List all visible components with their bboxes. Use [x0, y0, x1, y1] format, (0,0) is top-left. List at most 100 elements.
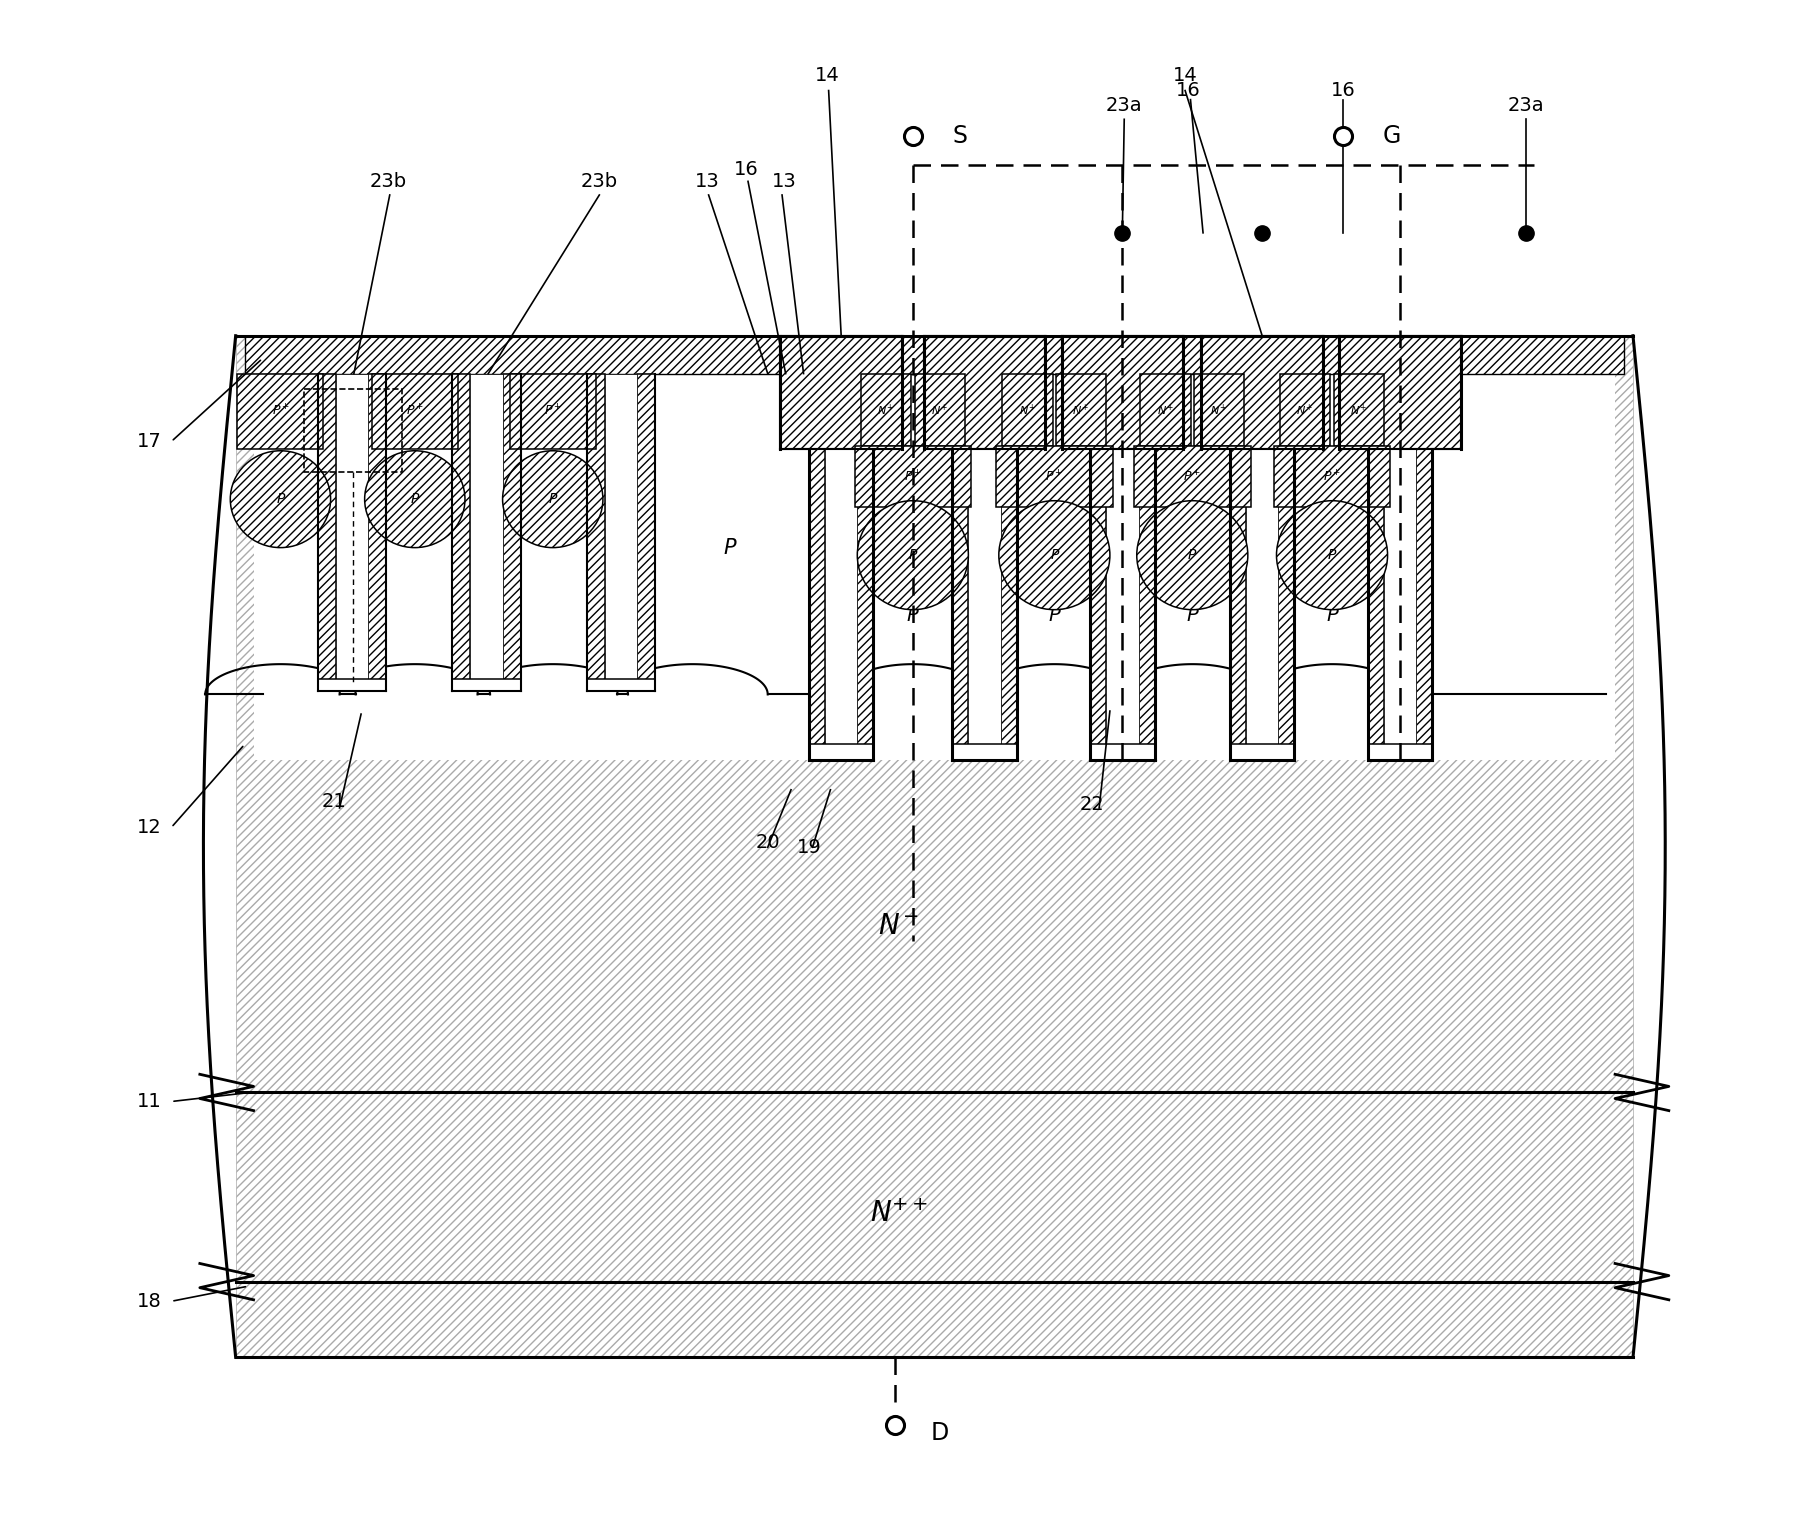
Text: 11: 11 [137, 1092, 162, 1110]
Text: P$^+$: P$^+$ [271, 404, 289, 419]
Text: P: P [548, 492, 557, 506]
Bar [952, 450, 969, 760]
Bar [1091, 450, 1107, 760]
Text: P$^+$: P$^+$ [1046, 469, 1064, 485]
Ellipse shape [1276, 501, 1387, 609]
Bar [825, 450, 857, 760]
Bar [1134, 447, 1251, 507]
Text: 18: 18 [137, 1291, 162, 1311]
Bar [1107, 450, 1139, 760]
Text: P: P [1328, 548, 1337, 562]
Text: 14: 14 [1173, 65, 1197, 85]
Text: N$^+$: N$^+$ [1296, 403, 1314, 418]
Bar [235, 1092, 1633, 1282]
Text: 21: 21 [322, 793, 347, 811]
Ellipse shape [230, 451, 331, 548]
Bar [1274, 447, 1391, 507]
Ellipse shape [999, 501, 1111, 609]
Bar [1003, 374, 1053, 447]
Text: 23a: 23a [1105, 96, 1143, 115]
Text: P$^+$: P$^+$ [1184, 469, 1200, 485]
Text: S: S [952, 125, 967, 147]
Bar [1416, 450, 1432, 760]
Text: 19: 19 [796, 838, 821, 857]
Text: P: P [412, 492, 419, 506]
Bar [1062, 336, 1184, 450]
Bar [1245, 450, 1278, 760]
Bar [606, 374, 636, 691]
Text: P: P [1186, 606, 1199, 626]
Bar [636, 374, 654, 691]
Bar [996, 447, 1112, 507]
Bar [1368, 450, 1384, 760]
Text: N$^+$: N$^+$ [1350, 403, 1368, 418]
Text: 13: 13 [771, 172, 796, 191]
Bar [453, 679, 521, 691]
Bar [235, 336, 1633, 1092]
Ellipse shape [503, 451, 604, 548]
Text: N$^+$: N$^+$ [1157, 403, 1173, 418]
Bar [244, 336, 1624, 374]
Bar [588, 679, 654, 691]
Bar [510, 374, 597, 450]
Ellipse shape [1138, 501, 1247, 609]
Bar [1339, 336, 1461, 450]
Bar [780, 336, 902, 450]
Bar [453, 374, 471, 691]
Text: N$^{++}$: N$^{++}$ [870, 1200, 927, 1227]
Ellipse shape [857, 501, 969, 609]
Bar [1278, 450, 1294, 760]
Text: D: D [931, 1420, 949, 1445]
Text: P: P [907, 606, 918, 626]
Text: G: G [1382, 125, 1400, 147]
Text: P$^+$: P$^+$ [544, 404, 562, 419]
Text: 12: 12 [137, 819, 162, 837]
Bar [1229, 450, 1245, 760]
Text: N$^-$: N$^-$ [879, 911, 918, 940]
Bar [1001, 450, 1017, 760]
Bar [969, 450, 1001, 760]
Text: N$^+$: N$^+$ [1073, 403, 1091, 418]
Text: 13: 13 [694, 172, 719, 191]
Text: 23a: 23a [1508, 96, 1544, 115]
Text: 22: 22 [1080, 796, 1105, 814]
Bar [924, 336, 1046, 450]
Bar [253, 336, 1616, 760]
Text: N$^+$: N$^+$ [877, 403, 895, 418]
Bar [1229, 744, 1294, 760]
Bar [304, 389, 403, 472]
Bar [503, 374, 521, 691]
Bar [235, 1282, 1633, 1358]
Text: 16: 16 [733, 159, 758, 179]
Bar [855, 447, 970, 507]
Bar [1384, 450, 1416, 760]
Bar [368, 374, 386, 691]
Text: P: P [724, 538, 737, 557]
Text: P: P [1188, 548, 1197, 562]
Bar [1333, 374, 1384, 447]
Bar [1279, 374, 1330, 447]
Text: 17: 17 [137, 433, 162, 451]
Text: 20: 20 [755, 834, 780, 852]
Bar [861, 374, 911, 447]
Bar [1193, 374, 1244, 447]
Bar [471, 374, 503, 691]
Bar [952, 744, 1017, 760]
Text: 16: 16 [1177, 81, 1200, 100]
Text: N$^+$: N$^+$ [1019, 403, 1037, 418]
Bar [336, 374, 368, 691]
Bar [1200, 336, 1323, 450]
Text: N$^+$: N$^+$ [1211, 403, 1227, 418]
Text: 16: 16 [1330, 81, 1355, 100]
Text: 23b: 23b [580, 172, 618, 191]
Bar [1139, 450, 1155, 760]
Bar [1091, 744, 1155, 760]
Bar [1057, 374, 1107, 447]
Text: P: P [277, 492, 284, 506]
Bar [237, 374, 323, 450]
Bar [1368, 744, 1432, 760]
Text: 14: 14 [814, 65, 839, 85]
Bar [1141, 374, 1190, 447]
Bar [809, 744, 873, 760]
Text: P$^+$: P$^+$ [1323, 469, 1341, 485]
